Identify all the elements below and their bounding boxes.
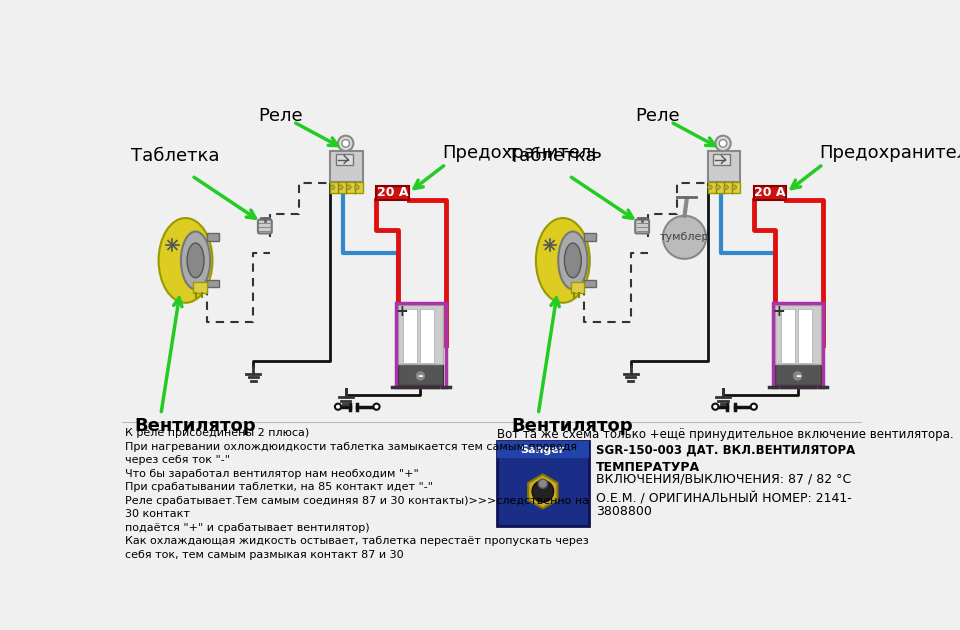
- Ellipse shape: [536, 218, 589, 303]
- Text: подаётся "+" и срабатывает вентилятор): подаётся "+" и срабатывает вентилятор): [126, 522, 371, 532]
- Ellipse shape: [158, 218, 212, 303]
- Circle shape: [338, 185, 343, 190]
- Text: Sanger: Sanger: [520, 445, 564, 455]
- Circle shape: [751, 404, 756, 410]
- FancyBboxPatch shape: [636, 220, 649, 234]
- Text: Таблетка: Таблетка: [131, 147, 219, 166]
- Bar: [420, 309, 434, 363]
- Text: Реле срабатывает.Тем самым соединяя 87 и 30 контакты)>>>следственно на: Реле срабатывает.Тем самым соединяя 87 и…: [126, 496, 589, 506]
- Text: Вентилятор: Вентилятор: [512, 417, 633, 435]
- Ellipse shape: [564, 243, 582, 278]
- Bar: [773, 303, 823, 387]
- Bar: [330, 182, 363, 193]
- Circle shape: [338, 135, 353, 151]
- Text: 30 контакт: 30 контакт: [126, 509, 190, 519]
- Circle shape: [716, 185, 720, 190]
- Ellipse shape: [187, 243, 204, 278]
- Ellipse shape: [558, 231, 588, 289]
- Bar: [207, 234, 219, 241]
- Circle shape: [732, 185, 736, 190]
- Text: О.Е.М. / ОРИГИНАЛЬНЫЙ НОМЕР: 2141-: О.Е.М. / ОРИГИНАЛЬНЫЙ НОМЕР: 2141-: [596, 493, 852, 506]
- Circle shape: [373, 404, 379, 410]
- Text: Реле: Реле: [636, 106, 680, 125]
- Circle shape: [354, 185, 359, 190]
- Text: тумблер: тумблер: [660, 232, 709, 243]
- Text: 20 А: 20 А: [755, 186, 785, 199]
- Text: 20 А: 20 А: [377, 186, 408, 199]
- Text: -: -: [418, 369, 423, 383]
- Circle shape: [347, 185, 351, 190]
- Circle shape: [663, 215, 706, 259]
- Text: Вот та же схема только +ещё принудительное включение вентилятора.: Вот та же схема только +ещё принудительн…: [496, 428, 953, 441]
- Bar: [496, 442, 589, 458]
- Text: При нагревании охлождюидкости таблетка замыкается тем самым проводя: При нагревании охлождюидкости таблетка з…: [126, 442, 578, 452]
- Text: SGR-150-003 ДАТ. ВКЛ.ВЕНТИЛЯТОРА: SGR-150-003 ДАТ. ВКЛ.ВЕНТИЛЯТОРА: [596, 444, 855, 457]
- Bar: [708, 151, 740, 182]
- Bar: [396, 303, 445, 387]
- Bar: [798, 309, 811, 363]
- Text: Как охлаждающая жидкость остывает, таблетка перестаёт пропускать через: Как охлаждающая жидкость остывает, табле…: [126, 536, 589, 546]
- Text: Реле: Реле: [258, 106, 302, 125]
- Circle shape: [342, 139, 349, 147]
- Text: 3808800: 3808800: [596, 505, 652, 518]
- Bar: [193, 282, 207, 293]
- Bar: [330, 151, 363, 182]
- Bar: [403, 309, 418, 363]
- Text: Что бы заработал вентилятор нам необходим "+": Что бы заработал вентилятор нам необходи…: [126, 469, 420, 479]
- Bar: [398, 364, 444, 385]
- Circle shape: [715, 135, 731, 151]
- Bar: [754, 186, 786, 200]
- Circle shape: [415, 370, 426, 381]
- Text: через себя ток "-": через себя ток "-": [126, 455, 230, 465]
- Circle shape: [539, 479, 547, 488]
- Bar: [585, 280, 596, 287]
- Text: К реле присоединены 2 плюса): К реле присоединены 2 плюса): [126, 428, 310, 438]
- Bar: [496, 442, 589, 526]
- Circle shape: [712, 404, 718, 410]
- Circle shape: [792, 370, 804, 381]
- Bar: [776, 305, 821, 364]
- Circle shape: [330, 185, 335, 190]
- FancyBboxPatch shape: [258, 220, 272, 234]
- Bar: [570, 282, 585, 293]
- Bar: [207, 280, 219, 287]
- Text: При срабатывании таблетки, на 85 контакт идет "-": При срабатывании таблетки, на 85 контакт…: [126, 482, 434, 492]
- Ellipse shape: [180, 231, 210, 289]
- Circle shape: [335, 404, 341, 410]
- Circle shape: [532, 481, 554, 502]
- Circle shape: [724, 185, 729, 190]
- Bar: [585, 234, 596, 241]
- Text: Вентилятор: Вентилятор: [134, 417, 255, 435]
- Text: себя ток, тем самым размыкая контакт 87 и 30: себя ток, тем самым размыкая контакт 87 …: [126, 549, 404, 559]
- Bar: [336, 154, 352, 165]
- Bar: [780, 309, 795, 363]
- Text: ВКЛЮЧЕНИЯ/ВЫКЛЮЧЕНИЯ: 87 / 82 °С: ВКЛЮЧЕНИЯ/ВЫКЛЮЧЕНИЯ: 87 / 82 °С: [596, 473, 852, 486]
- Text: ТЕМПЕРАТУРА: ТЕМПЕРАТУРА: [596, 461, 700, 474]
- Bar: [376, 186, 409, 200]
- Text: +: +: [396, 304, 408, 319]
- Text: Предохранитель: Предохранитель: [442, 144, 602, 162]
- Text: Таблетка: Таблетка: [508, 147, 596, 166]
- Bar: [776, 364, 821, 385]
- Text: Предохранитель: Предохранитель: [819, 144, 960, 162]
- Text: -: -: [795, 369, 801, 383]
- Circle shape: [719, 139, 727, 147]
- Bar: [713, 154, 730, 165]
- Bar: [708, 182, 740, 193]
- Bar: [398, 305, 444, 364]
- Circle shape: [708, 185, 712, 190]
- Polygon shape: [528, 474, 558, 508]
- Text: +: +: [773, 304, 785, 319]
